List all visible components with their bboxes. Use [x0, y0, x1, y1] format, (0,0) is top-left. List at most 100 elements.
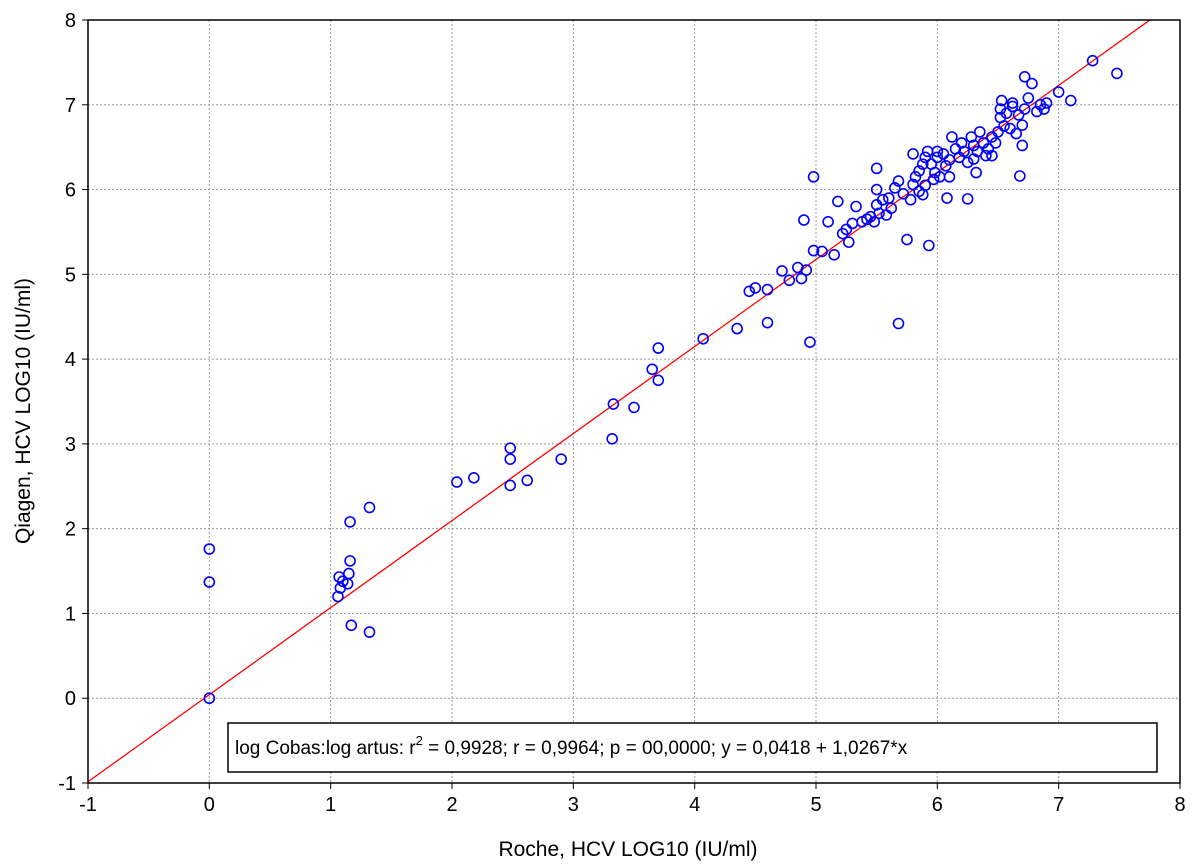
x-tick-label: 0 — [204, 794, 215, 816]
x-axis-title: Roche, HCV LOG10 (IU/ml) — [498, 838, 757, 861]
data-point — [913, 165, 925, 177]
stats-prefix: log Cobas:log artus: r — [235, 738, 416, 759]
data-points — [203, 54, 1123, 705]
data-point — [873, 207, 885, 220]
x-tick-label: 3 — [568, 794, 579, 816]
data-point — [807, 171, 820, 183]
data-point — [343, 567, 355, 580]
data-point — [761, 316, 774, 329]
y-tick-label: 4 — [65, 349, 76, 371]
stats-rest: = 0,9928; r = 0,9964; p = 00,0000; y = 0… — [423, 738, 908, 759]
data-point — [986, 149, 998, 162]
data-point — [451, 476, 463, 488]
data-point — [1006, 100, 1019, 113]
data-point — [1026, 77, 1038, 90]
data-point — [889, 182, 901, 194]
data-point — [921, 145, 934, 158]
y-tick-label: 2 — [65, 519, 76, 541]
data-point — [345, 619, 358, 632]
data-point — [998, 120, 1010, 132]
x-tick-label: 5 — [810, 794, 821, 816]
x-tick-label: 7 — [1053, 794, 1064, 816]
data-point — [842, 236, 855, 248]
data-point — [846, 217, 859, 230]
data-point — [940, 160, 952, 172]
data-point — [1022, 92, 1035, 104]
data-point — [919, 151, 932, 164]
data-point — [606, 433, 618, 445]
data-point — [646, 363, 659, 376]
data-point — [468, 471, 480, 484]
data-point — [203, 692, 216, 705]
regression-line — [87, 19, 1151, 783]
data-point — [504, 442, 517, 454]
data-point — [1000, 107, 1013, 120]
data-point — [1065, 94, 1077, 107]
regression-line-layer — [87, 19, 1151, 783]
data-point — [828, 249, 841, 261]
data-point — [961, 156, 974, 169]
data-point — [761, 283, 774, 296]
data-point — [919, 179, 932, 192]
data-point — [923, 239, 935, 252]
x-tick-label: 8 — [1174, 794, 1185, 816]
data-point — [868, 215, 881, 228]
data-point — [607, 398, 620, 410]
y-tick-label: 3 — [65, 434, 76, 456]
data-point — [1014, 170, 1026, 182]
data-point — [363, 626, 376, 638]
data-point — [1040, 97, 1053, 109]
data-point — [931, 145, 944, 158]
y-tick-label: 0 — [65, 688, 76, 710]
data-point — [1052, 86, 1065, 98]
data-point — [363, 501, 376, 514]
data-point — [804, 336, 816, 348]
data-point — [1018, 103, 1031, 115]
data-point — [989, 137, 1002, 149]
x-tick-label: 6 — [932, 794, 943, 816]
data-point — [800, 264, 813, 276]
data-point — [203, 543, 216, 555]
data-point — [652, 374, 665, 387]
data-point — [909, 171, 922, 183]
data-point — [1006, 97, 1019, 109]
stats-superscript: 2 — [416, 733, 423, 748]
data-point — [870, 162, 883, 175]
y-axis-title: Qiagen, HCV LOG10 (IU/ml) — [12, 278, 35, 544]
y-tick-label: 1 — [65, 603, 76, 625]
data-point — [840, 223, 853, 236]
y-tick-label: 5 — [65, 264, 76, 286]
x-tick-label: 4 — [689, 794, 700, 816]
y-tick-label: 6 — [65, 180, 76, 202]
data-point — [992, 126, 1004, 138]
data-point — [901, 233, 913, 246]
data-point — [1038, 103, 1050, 115]
data-point — [1012, 109, 1025, 121]
data-point — [973, 126, 986, 138]
data-point — [628, 401, 640, 414]
data-point — [697, 332, 709, 345]
data-point — [749, 282, 762, 294]
data-point — [1111, 67, 1123, 80]
data-point — [341, 577, 354, 590]
data-point — [203, 576, 216, 588]
data-point — [1018, 71, 1031, 83]
data-point — [885, 202, 898, 215]
data-point — [795, 272, 808, 285]
grid-lines — [88, 20, 1180, 783]
x-tick-label: -1 — [79, 794, 97, 816]
data-point — [892, 175, 905, 187]
data-point — [880, 209, 893, 221]
y-tick-label: -1 — [58, 773, 76, 795]
data-point — [937, 148, 950, 160]
data-point — [555, 453, 568, 465]
data-point — [943, 171, 956, 183]
data-point — [995, 94, 1008, 107]
data-point — [504, 479, 517, 492]
data-point — [652, 342, 665, 354]
data-point — [913, 185, 925, 198]
data-point — [961, 193, 974, 205]
data-point — [876, 193, 889, 206]
data-point — [344, 516, 356, 528]
data-point — [850, 200, 862, 213]
